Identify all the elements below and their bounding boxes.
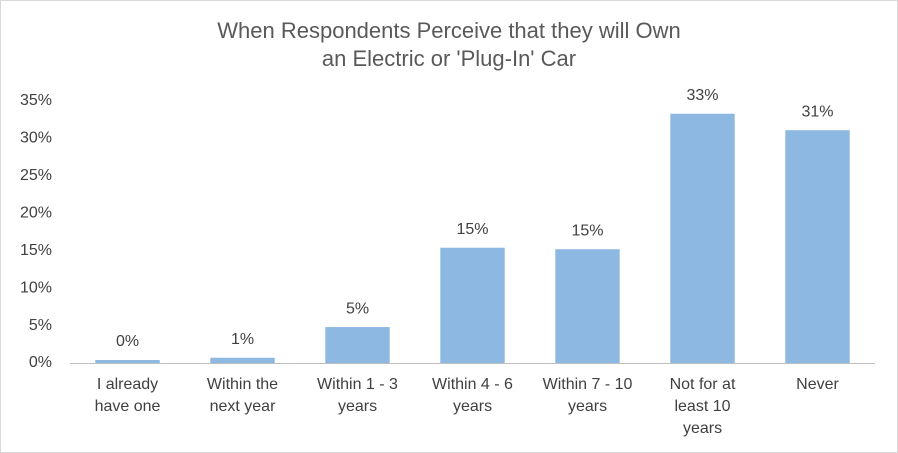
y-tick-label: 35% (20, 92, 52, 109)
x-tick-label: I already have one (95, 376, 161, 415)
y-tick-label: 15% (20, 242, 52, 259)
y-tick-label: 30% (20, 130, 52, 147)
x-tick-label: Within 1 - 3 years (317, 376, 398, 415)
bar (95, 360, 160, 363)
y-tick-label: 5% (29, 317, 52, 334)
bar (440, 247, 505, 363)
bar (555, 249, 620, 363)
chart-title: When Respondents Perceive that they will… (217, 18, 680, 71)
value-label: 15% (571, 222, 603, 239)
x-tick-label: Within 4 - 6 years (432, 376, 513, 415)
value-label: 33% (686, 87, 718, 104)
x-tick-label: Not for at least 10 years (670, 376, 736, 437)
x-tick-label: Within the next year (207, 376, 278, 415)
x-tick-label: Within 7 - 10 years (543, 376, 633, 415)
x-tick-label: Never (796, 376, 839, 393)
y-tick-label: 20% (20, 205, 52, 222)
bar (325, 327, 390, 363)
value-label: 1% (231, 331, 254, 348)
value-label: 15% (456, 221, 488, 238)
y-tick-label: 10% (20, 279, 52, 296)
bar (210, 357, 275, 363)
bar (785, 130, 850, 363)
value-label: 31% (801, 103, 833, 120)
y-tick-label: 25% (20, 167, 52, 184)
value-label: 5% (346, 300, 369, 317)
bar (670, 113, 735, 364)
value-label: 0% (116, 333, 139, 350)
y-tick-label: 0% (29, 354, 52, 371)
